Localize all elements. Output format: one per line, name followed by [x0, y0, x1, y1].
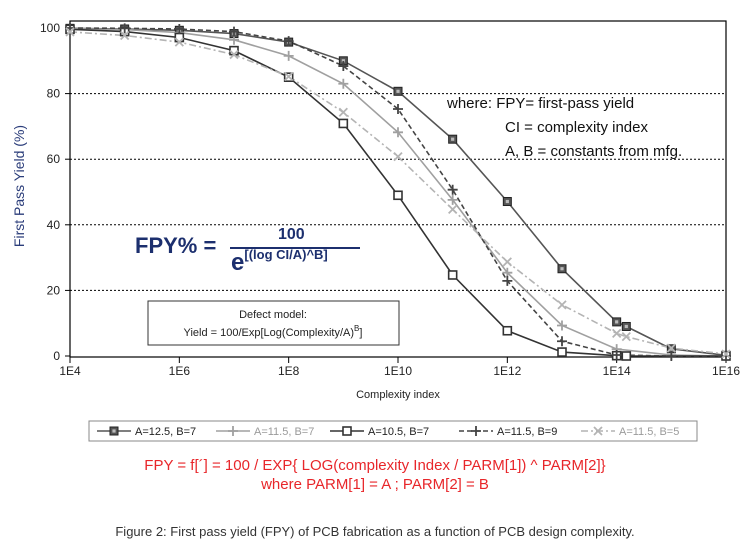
- x-tick-label-2: 1E8: [278, 364, 300, 378]
- series-3-point-8: [502, 275, 513, 286]
- legend-label-0: A=12.5, B=7: [135, 426, 196, 438]
- series-4-point-6: [393, 151, 403, 162]
- legend-marker-1: [228, 426, 238, 436]
- series-2-point-7: [447, 270, 458, 280]
- defect-model-formula: Yield = 100/Exp[Log(Complexity/A)B]: [184, 324, 363, 339]
- series-0-point-10: [612, 317, 622, 327]
- series-3-point-12: [721, 351, 731, 361]
- series-0-point-8: [502, 197, 512, 207]
- series-4-point-13: [721, 349, 731, 359]
- series-1-point-7: [447, 194, 458, 205]
- defect-model-formula-main: Yield = 100/Exp[Log(Complexity/A): [184, 327, 354, 339]
- series-4-point-1: [120, 30, 130, 41]
- series-2-point-5: [338, 118, 349, 129]
- series-3-point-7: [447, 184, 458, 195]
- series-4-point-10: [612, 328, 622, 339]
- defect-model-close: ]: [359, 327, 362, 339]
- red-formula-line-1: FPY = f[´] = 100 / EXP{ LOG(complexity I…: [144, 457, 606, 474]
- x-tick-label-1: 1E6: [169, 364, 191, 378]
- defect-model-title: Defect model:: [239, 309, 307, 321]
- y-tick-label-3: 60: [47, 152, 61, 166]
- series-4-point-9: [557, 300, 567, 310]
- x-tick-label-5: 1E14: [603, 364, 631, 378]
- series-0-point-11: [621, 321, 631, 331]
- fpy-formula-numerator: 100: [278, 226, 305, 243]
- series-3-point-11: [666, 351, 677, 361]
- y-tick-label-2: 40: [47, 218, 61, 232]
- legend-marker-0: [109, 426, 119, 436]
- series-4-point-0: [65, 27, 75, 37]
- series-4-point-5: [338, 107, 348, 117]
- series-4-point-7: [448, 204, 458, 215]
- fpy-formula-fraction-bar: [230, 247, 360, 249]
- series-1-point-4: [283, 50, 294, 61]
- fpy-formula-base: e: [231, 249, 245, 276]
- legend-label-4: A=11.5, B=5: [619, 426, 679, 438]
- yield-chart: 0 20 40 60 80 100 1E4 1E6 1E8 1E10 1E12 1E14 1E16 C…: [11, 20, 740, 442]
- y-tick-label-0: 0: [53, 349, 60, 363]
- red-formula-line-2: where PARM[1] = A ; PARM[2] = B: [261, 476, 489, 493]
- series-4-point-8: [502, 257, 512, 267]
- x-tick-label-3: 1E10: [384, 364, 412, 378]
- fpy-formula-denominator: e[(log CI/A)^B]: [231, 247, 328, 277]
- legend-label-1: A=11.5, B=7: [254, 426, 314, 438]
- legend-label-3: A=11.5, B=9: [497, 426, 557, 438]
- y-axis: 0 20 40 60 80 100: [40, 21, 70, 363]
- series-0-point-9: [557, 264, 567, 274]
- y-tick-label-4: 80: [47, 87, 61, 101]
- x-tick-label-0: 1E4: [59, 364, 81, 378]
- series-4-point-2: [174, 37, 184, 47]
- x-axis: 1E4 1E6 1E8 1E10 1E12 1E14 1E16: [59, 357, 740, 378]
- note-fpy-definition: where: FPY= first-pass yield: [446, 95, 634, 112]
- series-3-point-9: [557, 336, 567, 347]
- defect-model-box: [147, 300, 400, 346]
- y-tick-label-1: 20: [47, 283, 61, 297]
- x-tick-label-6: 1E16: [712, 364, 740, 378]
- series-3-point-5: [338, 61, 349, 72]
- series-3-point-4: [283, 36, 294, 47]
- series-3-point-6: [393, 104, 403, 115]
- series-3-point-2: [174, 23, 185, 34]
- legend-items: A=12.5, B=7 A=11.5, B=7 A=10.5, B=7 A=11.5,…: [97, 426, 679, 438]
- x-axis-title: Complexity index: [356, 389, 440, 401]
- series-0-point-7: [448, 134, 458, 144]
- fpy-formula-lhs: FPY% =: [135, 233, 217, 258]
- legend-marker-4: [593, 426, 603, 436]
- series-3-point-1: [119, 23, 130, 34]
- legend-label-2: A=10.5, B=7: [368, 426, 429, 438]
- figure-caption: Figure 2: First pass yield (FPY) of PCB …: [115, 524, 635, 539]
- series-4-point-12: [666, 343, 676, 353]
- legend: [88, 420, 698, 442]
- series-0-point-6: [393, 86, 403, 96]
- note-ab-definition: A, B = constants from mfg.: [505, 143, 682, 160]
- note-ci-definition: CI = complexity index: [505, 119, 648, 136]
- series-2-point-6: [393, 190, 403, 201]
- series-3-point-3: [229, 26, 239, 37]
- series-2-point-8: [502, 325, 513, 336]
- series-4-point-3: [229, 49, 239, 60]
- series-2-point-9: [557, 347, 567, 357]
- legend-marker-2: [342, 426, 352, 436]
- series-1-point-6: [393, 127, 403, 138]
- series-group: [65, 23, 731, 361]
- series-1-point-9: [557, 320, 567, 331]
- x-tick-label-4: 1E12: [493, 364, 521, 378]
- series-2-point-11: [621, 351, 632, 361]
- series-1-point-5: [338, 78, 349, 89]
- series-4-point-11: [621, 332, 631, 342]
- legend-marker-3: [471, 426, 481, 436]
- y-tick-label-5: 100: [40, 21, 60, 35]
- series-4-point-4: [284, 71, 294, 82]
- series-3-point-10: [611, 350, 622, 361]
- y-axis-title: First Pass Yield (%): [11, 125, 27, 247]
- fpy-formula-exponent: [(log CI/A)^B]: [244, 247, 328, 262]
- defect-model-exponent: B: [354, 324, 359, 333]
